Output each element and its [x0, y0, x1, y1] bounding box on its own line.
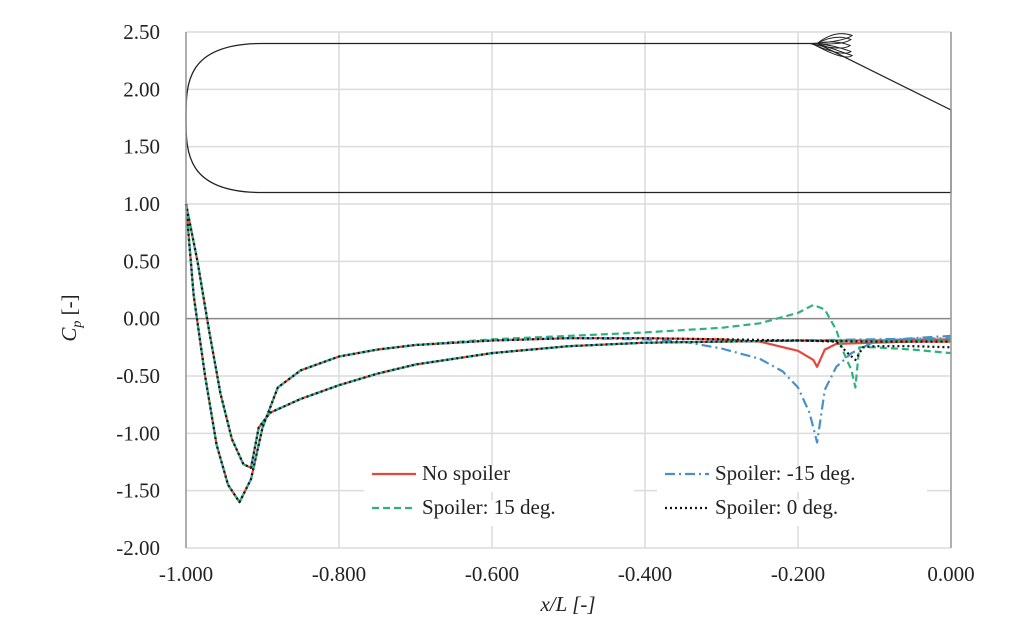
y-tick-label: 1.50 [123, 135, 160, 159]
y-axis-label: Cp [-] [57, 294, 85, 341]
spoiler-fan-line [810, 42, 852, 54]
legend-label: Spoiler: 15 deg. [422, 495, 556, 519]
series-line [184, 203, 952, 504]
x-tick-label: 0.000 [927, 562, 974, 586]
y-tick-label: -2.00 [116, 536, 160, 560]
legend-background [657, 466, 927, 492]
y-tick-label: 2.00 [123, 77, 160, 101]
legend: No spoiler Spoiler: 15 deg. Spoiler: -15 d… [364, 461, 927, 526]
spoiler-fan-line [810, 36, 852, 45]
x-tick-label: -1.000 [159, 562, 213, 586]
y-tick-label: 0.00 [123, 307, 160, 331]
x-axis-label: x/L [-] [539, 592, 595, 616]
spoiler-fan-line [811, 42, 854, 58]
x-tick-label: -0.400 [618, 562, 672, 586]
x-tick-label: -0.800 [312, 562, 366, 586]
legend-label: No spoiler [422, 461, 510, 485]
series-line [184, 203, 952, 504]
body-outline-path [185, 42, 952, 194]
series-line [184, 203, 951, 504]
series-line [184, 203, 952, 504]
axes: -1.000 -0.800 -0.600 -0.400 -0.200 0.000 2.50 2… [116, 20, 974, 586]
legend-background [657, 500, 927, 526]
y-tick-label: -1.00 [116, 421, 160, 445]
y-tick-label: 0.50 [123, 249, 160, 273]
series-line [184, 203, 951, 469]
legend-background [364, 500, 634, 526]
legend-background [364, 466, 634, 492]
series-lines [184, 203, 952, 504]
y-tick-label: -0.50 [116, 364, 160, 388]
body-outline [185, 33, 952, 194]
y-tick-label: 1.00 [123, 192, 160, 216]
legend-label: Spoiler: 0 deg. [715, 495, 838, 519]
y-tick-label: -1.50 [116, 479, 160, 503]
legend-label: Spoiler: -15 deg. [715, 461, 856, 485]
x-tick-label: -0.600 [465, 562, 519, 586]
y-tick-label: 2.50 [123, 20, 160, 44]
x-tick-label: -0.200 [771, 562, 825, 586]
